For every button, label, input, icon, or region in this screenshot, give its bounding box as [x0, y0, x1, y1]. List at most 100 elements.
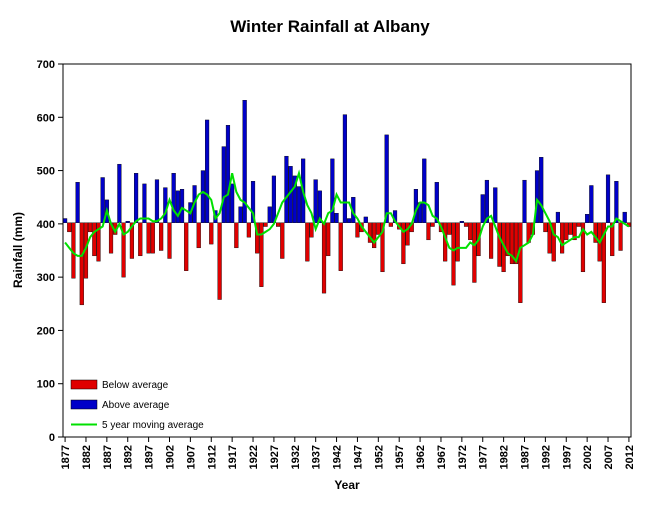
x-tick-label: 2002: [582, 445, 594, 469]
bar: [434, 182, 439, 223]
bar: [555, 211, 560, 223]
y-tick-label: 600: [37, 112, 55, 124]
bar: [610, 222, 615, 257]
x-tick-label: 1887: [102, 445, 114, 469]
bar: [267, 206, 272, 223]
y-tick-label: 700: [37, 59, 55, 71]
bar: [138, 222, 143, 257]
bar: [376, 222, 381, 235]
bar: [347, 218, 352, 223]
bar: [426, 222, 431, 241]
bar: [100, 177, 105, 223]
plot-frame: [62, 63, 632, 438]
bar: [447, 222, 452, 235]
bar: [484, 179, 489, 223]
bar: [242, 100, 247, 223]
bar: [255, 222, 260, 254]
bar: [238, 206, 243, 223]
x-tick-label: 1977: [478, 445, 490, 469]
bar: [489, 222, 494, 259]
bar: [234, 222, 239, 249]
bar: [372, 222, 377, 249]
bar: [622, 211, 627, 223]
x-tick-label: 1922: [248, 445, 260, 469]
bar: [284, 155, 289, 223]
bar: [551, 222, 556, 262]
bar: [422, 158, 427, 223]
x-tick-label: 1972: [457, 445, 469, 469]
legend-label: Above average: [102, 400, 170, 411]
x-tick-label: 1952: [373, 445, 385, 469]
bar: [146, 222, 151, 254]
x-tick-label: 1957: [394, 445, 406, 469]
bar: [276, 222, 281, 227]
bar: [564, 222, 569, 241]
bar: [154, 179, 160, 223]
bar: [430, 222, 435, 227]
bar: [355, 222, 360, 238]
bar: [292, 175, 297, 223]
bar: [330, 158, 335, 223]
legend-swatch: [70, 379, 98, 390]
x-axis-label: Year: [334, 478, 360, 492]
bar: [75, 182, 80, 223]
bar: [459, 220, 464, 223]
bar: [338, 222, 343, 271]
bar: [92, 222, 97, 257]
bar: [380, 222, 385, 273]
bar: [326, 222, 331, 257]
x-tick-label: 1877: [60, 445, 72, 469]
x-tick-label: 1902: [165, 445, 177, 469]
bar: [342, 114, 347, 223]
bar: [522, 179, 527, 223]
bar: [150, 222, 155, 254]
x-tick-label: 1947: [352, 445, 364, 469]
bar: [472, 222, 477, 283]
bar: [585, 214, 590, 223]
x-tick-label: 1962: [415, 445, 427, 469]
bar: [384, 134, 389, 223]
bar: [305, 222, 310, 262]
bar: [451, 222, 456, 286]
bar: [543, 222, 548, 233]
bar: [334, 212, 339, 223]
legend-label: Below average: [102, 380, 169, 391]
bar: [250, 181, 256, 223]
bar: [121, 222, 126, 278]
bar: [468, 222, 473, 241]
bar: [455, 222, 460, 262]
bar: [205, 119, 210, 223]
x-tick-label: 1917: [227, 445, 239, 469]
y-tick-label: 300: [37, 272, 55, 284]
bar: [405, 222, 410, 246]
bar: [271, 175, 276, 223]
bar: [509, 222, 515, 265]
bar: [576, 222, 581, 227]
x-tick-label: 1987: [520, 445, 532, 469]
bar: [175, 190, 180, 223]
x-tick-label: 1927: [269, 445, 281, 469]
bar: [388, 222, 393, 227]
bar: [367, 222, 373, 243]
bar: [534, 170, 540, 223]
legend-label: 5 year moving average: [102, 420, 204, 431]
bar: [171, 173, 176, 223]
bar: [88, 222, 93, 233]
bar: [200, 170, 205, 223]
moving-average-line: [64, 169, 630, 264]
bar: [129, 222, 134, 259]
bar: [221, 146, 226, 223]
bar: [568, 222, 573, 235]
x-tick-label: 1897: [144, 445, 156, 469]
bar: [321, 222, 327, 294]
bar: [263, 222, 268, 227]
bar: [167, 222, 172, 259]
bar: [63, 218, 68, 223]
y-tick-label: 0: [49, 432, 55, 444]
bar: [580, 222, 586, 273]
bar: [142, 183, 147, 223]
x-tick-label: 1997: [561, 445, 573, 469]
bar: [134, 173, 139, 223]
bar: [317, 190, 322, 223]
